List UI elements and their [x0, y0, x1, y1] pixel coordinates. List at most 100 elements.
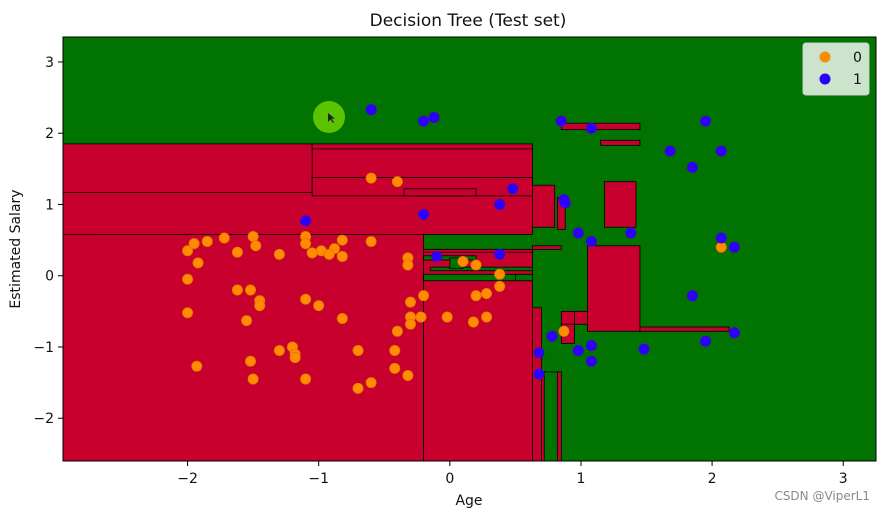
data-point-class-1	[686, 161, 698, 173]
data-point-class-1	[585, 340, 597, 352]
class-0-region	[63, 233, 425, 461]
data-point-class-0	[273, 345, 285, 357]
data-point-class-0	[300, 293, 312, 305]
legend-box	[802, 42, 870, 96]
watermark-text: CSDN @ViperL1	[774, 489, 870, 503]
data-point-class-1	[533, 368, 545, 380]
data-point-class-1	[572, 227, 584, 239]
legend-label-class-1: 1	[853, 72, 862, 88]
mouse-pointer-icon	[328, 113, 335, 123]
data-point-class-1	[428, 112, 440, 124]
data-point-class-0	[336, 312, 348, 324]
data-point-class-0	[402, 259, 414, 271]
y-axis-label: Estimated Salary	[8, 189, 24, 308]
data-point-class-0	[391, 176, 403, 188]
data-point-class-1	[715, 232, 727, 244]
data-point-class-0	[457, 255, 469, 267]
data-point-class-0	[715, 241, 727, 253]
data-point-class-0	[365, 236, 377, 248]
data-point-class-0	[250, 240, 262, 252]
class-1-region	[514, 273, 533, 282]
data-point-class-0	[365, 172, 377, 184]
x-tick-label: 0	[445, 471, 454, 487]
data-point-class-0	[306, 247, 318, 259]
data-point-class-1	[431, 250, 443, 262]
data-point-class-0	[481, 311, 493, 323]
data-point-class-0	[352, 382, 364, 394]
class-0-region	[532, 184, 556, 228]
data-point-class-0	[558, 325, 570, 337]
data-point-class-0	[402, 369, 414, 381]
data-point-class-0	[494, 268, 506, 280]
data-point-class-0	[201, 236, 213, 248]
class-0-region	[532, 307, 543, 461]
data-point-class-0	[467, 316, 479, 328]
data-point-class-0	[441, 311, 453, 323]
data-point-class-0	[470, 290, 482, 302]
data-point-class-0	[254, 300, 266, 312]
data-point-class-0	[494, 280, 506, 292]
plot-area	[62, 36, 877, 462]
x-axis-label: Age	[455, 493, 482, 509]
class-1-region	[429, 266, 533, 272]
class-0-region	[600, 139, 641, 146]
legend: 01	[802, 42, 870, 96]
data-point-class-0	[415, 311, 427, 323]
data-point-class-0	[191, 360, 203, 372]
data-point-class-0	[247, 373, 259, 385]
data-point-class-1	[533, 347, 545, 359]
class-0-region	[423, 248, 533, 461]
data-point-class-0	[404, 296, 416, 308]
data-point-class-1	[494, 248, 506, 260]
data-point-class-1	[625, 227, 637, 239]
class-0-region	[63, 143, 313, 193]
y-axis-ticks: −2 −1 0 1 2 3	[33, 55, 63, 427]
data-point-class-1	[585, 122, 597, 134]
data-point-class-1	[507, 183, 519, 195]
data-point-class-0	[313, 300, 325, 312]
data-point-class-1	[700, 335, 712, 347]
class-0-region	[403, 188, 477, 197]
test-points	[182, 104, 740, 394]
class-0-region	[423, 248, 533, 253]
y-tick-label: 0	[45, 269, 54, 285]
data-point-class-0	[404, 318, 416, 330]
data-point-class-0	[481, 288, 493, 300]
y-tick-label: −1	[33, 340, 54, 356]
data-point-class-0	[245, 355, 257, 367]
data-point-class-1	[494, 198, 506, 210]
data-point-class-0	[300, 373, 312, 385]
data-point-class-0	[247, 231, 259, 243]
data-point-class-1	[365, 104, 377, 116]
data-point-class-1	[638, 343, 650, 355]
data-point-class-1	[300, 215, 312, 227]
data-point-class-0	[231, 284, 243, 296]
x-tick-label: 1	[576, 471, 585, 487]
data-point-class-0	[245, 284, 257, 296]
data-point-class-0	[470, 259, 482, 271]
data-point-class-0	[418, 290, 430, 302]
data-point-class-1	[555, 115, 567, 127]
data-point-class-1	[585, 355, 597, 367]
legend-marker-class-0	[819, 51, 831, 63]
data-point-class-0	[182, 273, 194, 285]
data-point-class-1	[728, 241, 740, 253]
data-point-class-0	[391, 325, 403, 337]
x-tick-label: −1	[308, 471, 329, 487]
data-point-class-0	[182, 307, 194, 319]
class-0-region	[587, 245, 641, 332]
data-point-class-0	[352, 345, 364, 357]
data-point-class-1	[572, 345, 584, 357]
data-point-class-0	[218, 232, 230, 244]
data-point-class-0	[389, 345, 401, 357]
x-tick-label: −2	[177, 471, 198, 487]
data-point-class-0	[365, 377, 377, 389]
data-point-class-0	[182, 245, 194, 257]
data-point-class-1	[418, 115, 430, 127]
data-point-class-0	[389, 362, 401, 374]
data-point-class-0	[289, 352, 301, 364]
y-tick-label: 2	[45, 126, 54, 142]
data-point-class-1	[715, 145, 727, 157]
data-point-class-0	[300, 238, 312, 250]
